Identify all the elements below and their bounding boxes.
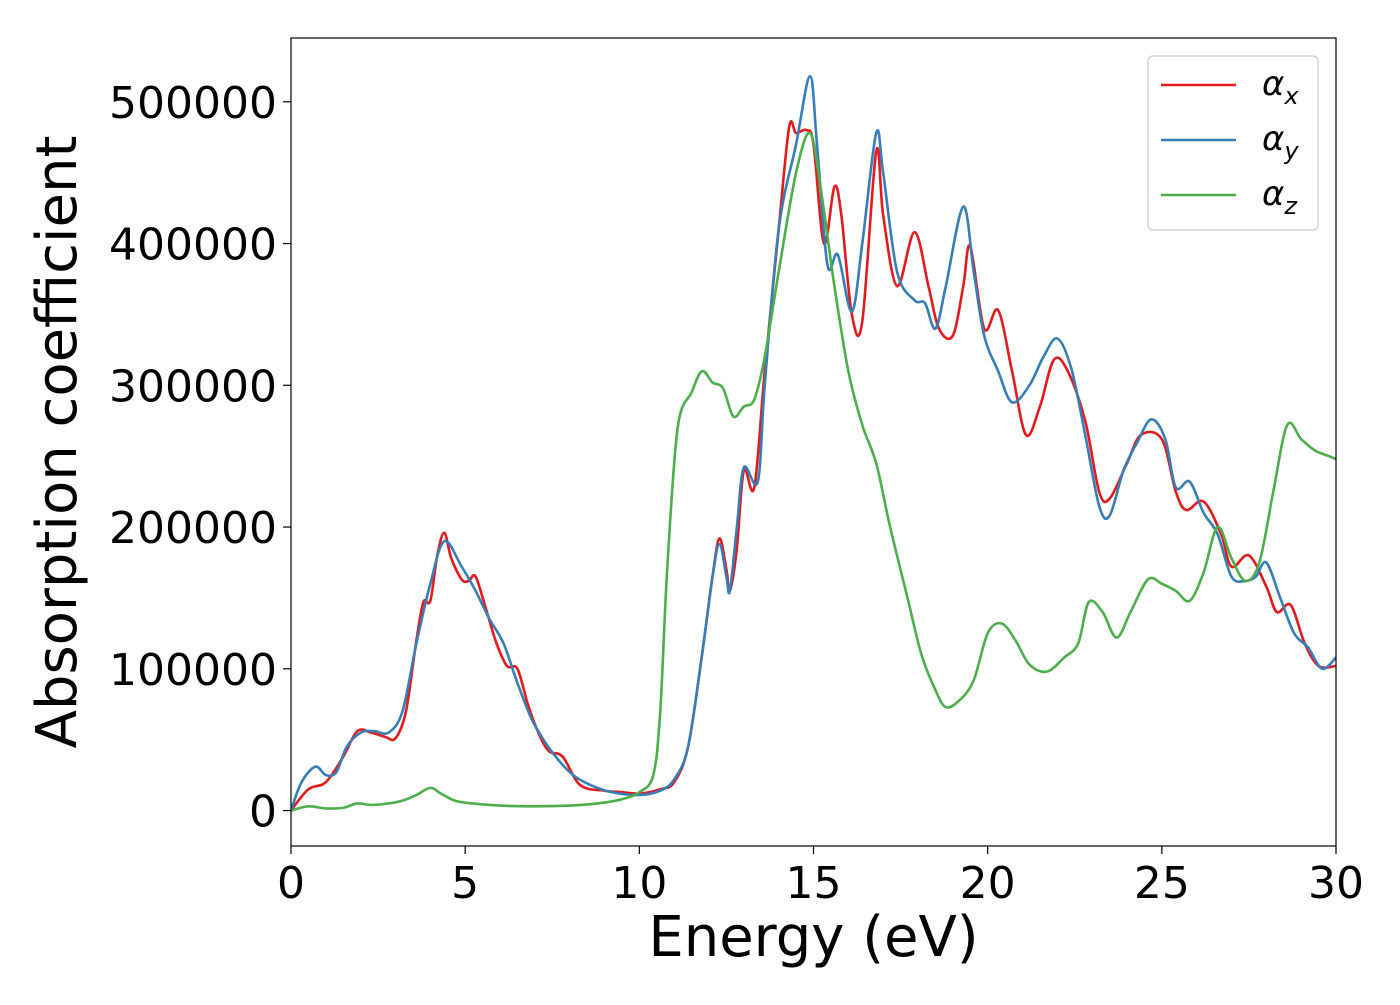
- legend-label-y: αy: [1262, 119, 1299, 165]
- legend-label-subscript: y: [1283, 137, 1299, 165]
- series-line-y: [291, 74, 1336, 812]
- legend-label-base: α: [1262, 174, 1284, 214]
- x-tick-label: 10: [611, 858, 667, 909]
- x-tick-label: 15: [786, 858, 842, 909]
- y-tick-label: 400000: [109, 220, 277, 271]
- y-tick-label: 300000: [109, 361, 277, 412]
- legend-label-base: α: [1262, 119, 1284, 159]
- x-axis-ticks: 0 5 10 15 20 25 30: [277, 846, 1364, 909]
- y-tick-label: 0: [249, 787, 277, 838]
- legend-label-x: αx: [1262, 64, 1299, 110]
- series-line-x: [291, 120, 1336, 812]
- y-axis-ticks: 0 100000 200000 300000 400000 500000: [109, 78, 291, 838]
- x-tick-label: 0: [277, 858, 305, 909]
- x-tick-label: 20: [960, 858, 1016, 909]
- series-line-z: [291, 131, 1336, 812]
- legend-box: [1147, 55, 1319, 231]
- x-tick-label: 30: [1308, 858, 1364, 909]
- y-tick-label: 100000: [109, 645, 277, 696]
- x-axis-label: Energy (eV): [648, 905, 978, 970]
- y-tick-label: 500000: [109, 78, 277, 129]
- legend-label-base: α: [1262, 64, 1284, 104]
- x-tick-label: 5: [451, 858, 479, 909]
- x-tick-label: 25: [1134, 858, 1190, 909]
- legend-label-subscript: z: [1283, 192, 1298, 220]
- legend-label-subscript: x: [1283, 82, 1299, 110]
- series-layer: [291, 74, 1336, 812]
- y-axis-label: Absorption coefficient: [25, 136, 90, 749]
- legend-label-z: αz: [1262, 174, 1298, 220]
- y-tick-label: 200000: [109, 503, 277, 554]
